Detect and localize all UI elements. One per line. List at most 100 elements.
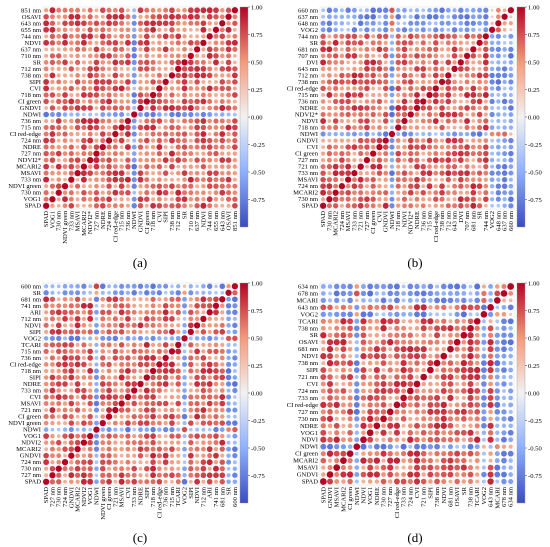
y-tick-label: 730 nm xyxy=(298,416,319,423)
y-tick-label: 678 nm xyxy=(298,290,319,297)
x-tick-label: 643 nm xyxy=(488,486,495,507)
corr-cell xyxy=(433,33,439,39)
corr-cell xyxy=(470,92,477,98)
corr-cell xyxy=(151,40,156,45)
corr-cell xyxy=(474,416,480,422)
corr-cell xyxy=(434,374,440,380)
corr-cell xyxy=(401,311,407,317)
corr-cell xyxy=(334,479,340,484)
corr-cell xyxy=(351,131,357,137)
x-tick-label: DVI xyxy=(458,211,465,223)
corr-cell xyxy=(106,151,112,156)
corr-cell xyxy=(68,355,75,361)
corr-cell xyxy=(471,119,476,123)
corr-cell xyxy=(464,33,470,40)
corr-cell xyxy=(458,144,464,150)
corr-cell xyxy=(334,346,339,352)
corr-cell xyxy=(43,60,49,65)
corr-cell xyxy=(213,348,219,355)
corr-cell xyxy=(144,440,150,445)
corr-cell xyxy=(212,26,220,33)
corr-cell xyxy=(62,329,68,335)
corr-cell xyxy=(137,283,144,289)
corr-cell xyxy=(150,362,156,367)
corr-cell xyxy=(106,316,112,322)
corr-cell xyxy=(226,323,231,328)
corr-cell xyxy=(157,427,162,432)
corr-cell xyxy=(182,21,187,26)
corr-cell xyxy=(427,360,434,367)
corr-cell xyxy=(455,444,460,449)
corr-cell xyxy=(163,60,168,65)
corr-cell xyxy=(387,437,393,443)
corr-cell xyxy=(380,283,387,290)
corr-cell xyxy=(62,466,68,472)
corr-cell xyxy=(182,151,188,157)
corr-cell xyxy=(113,92,118,98)
corr-cell xyxy=(69,27,74,32)
corr-cell xyxy=(434,450,440,457)
corr-cell xyxy=(194,413,201,420)
corr-cell xyxy=(360,471,367,478)
corr-cell xyxy=(100,60,106,65)
corr-cell xyxy=(320,374,327,380)
corr-cell xyxy=(226,388,231,393)
corr-cell xyxy=(181,79,188,85)
corr-cell xyxy=(232,290,238,296)
corr-cell xyxy=(377,183,382,189)
corr-cell xyxy=(320,66,326,72)
corr-cell xyxy=(383,106,388,110)
corr-cell xyxy=(496,60,501,65)
corr-cell xyxy=(440,177,444,182)
corr-cell xyxy=(435,284,440,289)
corr-cell xyxy=(119,33,125,39)
corr-cell xyxy=(80,170,87,177)
corr-cell xyxy=(428,451,433,456)
corr-cell xyxy=(374,479,380,484)
corr-cell xyxy=(150,394,156,400)
corr-cell xyxy=(175,196,182,202)
corr-cell xyxy=(112,466,118,472)
corr-cell xyxy=(427,388,433,394)
corr-cell xyxy=(124,368,131,374)
corr-cell xyxy=(334,353,339,359)
corr-cell xyxy=(428,312,433,317)
corr-cell xyxy=(232,335,238,342)
corr-cell xyxy=(370,40,376,46)
corr-cell xyxy=(454,374,460,380)
corr-cell xyxy=(508,40,513,45)
y-tick-label: 727 nm xyxy=(298,157,319,164)
corr-cell xyxy=(163,125,168,130)
corr-cell xyxy=(434,464,440,471)
corr-cell xyxy=(163,197,168,202)
y-tick-label: NDVI green xyxy=(8,420,41,427)
corr-cell xyxy=(50,14,55,20)
corr-cell xyxy=(452,79,457,85)
corr-cell xyxy=(332,196,339,203)
corr-cell xyxy=(441,347,446,352)
corr-cell xyxy=(75,164,80,170)
corr-cell xyxy=(88,203,93,208)
corr-cell xyxy=(448,305,453,310)
corr-cell xyxy=(144,157,150,163)
corr-cell xyxy=(219,105,226,111)
corr-cell xyxy=(150,164,156,169)
corr-cell xyxy=(219,131,226,137)
corr-cell xyxy=(387,290,394,297)
corr-cell xyxy=(200,329,207,335)
corr-cell xyxy=(320,170,326,176)
corr-cell xyxy=(494,353,500,359)
corr-cell xyxy=(446,53,451,58)
corr-cell xyxy=(138,131,143,137)
corr-cell xyxy=(157,27,162,32)
corr-cell xyxy=(421,437,427,443)
y-tick-label: 718 nm xyxy=(21,368,42,375)
corr-cell xyxy=(395,40,401,46)
corr-cell xyxy=(150,342,156,348)
corr-cell xyxy=(156,85,163,92)
corr-cell xyxy=(401,27,408,33)
corr-cell xyxy=(467,471,474,478)
y-tick-label: CVI xyxy=(307,381,318,388)
corr-cell xyxy=(87,14,93,20)
corr-cell xyxy=(125,472,131,478)
